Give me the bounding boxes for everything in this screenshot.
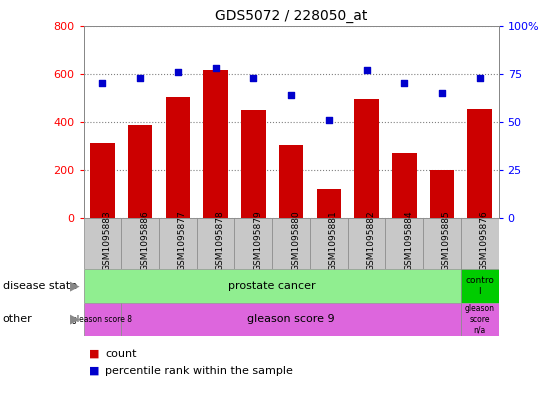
Point bbox=[362, 67, 371, 73]
Text: GSM1095885: GSM1095885 bbox=[442, 211, 451, 272]
Point bbox=[136, 74, 144, 81]
Text: gleason
score
n/a: gleason score n/a bbox=[465, 305, 495, 334]
Bar bbox=[234, 218, 272, 269]
Bar bbox=[279, 145, 303, 218]
Point bbox=[475, 74, 484, 81]
Text: other: other bbox=[3, 314, 32, 324]
Text: GSM1095876: GSM1095876 bbox=[480, 211, 489, 272]
Text: disease state: disease state bbox=[3, 281, 77, 291]
Bar bbox=[197, 218, 234, 269]
Text: ▶: ▶ bbox=[70, 279, 80, 292]
Text: ▶: ▶ bbox=[70, 313, 80, 326]
Point bbox=[174, 69, 182, 75]
Bar bbox=[203, 70, 228, 218]
Text: GSM1095878: GSM1095878 bbox=[216, 211, 225, 272]
Bar bbox=[348, 218, 385, 269]
Bar bbox=[121, 303, 461, 336]
Bar bbox=[467, 108, 492, 218]
Bar bbox=[84, 218, 121, 269]
Text: contro
l: contro l bbox=[465, 276, 494, 296]
Bar bbox=[90, 143, 115, 218]
Bar bbox=[461, 269, 499, 303]
Bar bbox=[461, 218, 499, 269]
Text: ■: ■ bbox=[89, 349, 99, 359]
Bar bbox=[241, 110, 266, 218]
Point bbox=[249, 74, 258, 81]
Text: GSM1095884: GSM1095884 bbox=[404, 211, 413, 272]
Point bbox=[438, 90, 446, 96]
Bar bbox=[310, 218, 348, 269]
Title: GDS5072 / 228050_at: GDS5072 / 228050_at bbox=[215, 9, 367, 23]
Text: gleason score 9: gleason score 9 bbox=[247, 314, 335, 324]
Bar bbox=[84, 303, 121, 336]
Text: ■: ■ bbox=[89, 365, 99, 376]
Bar bbox=[354, 99, 379, 218]
Bar bbox=[316, 189, 341, 218]
Text: percentile rank within the sample: percentile rank within the sample bbox=[105, 365, 293, 376]
Point bbox=[211, 65, 220, 71]
Bar bbox=[461, 303, 499, 336]
Text: GSM1095880: GSM1095880 bbox=[291, 211, 300, 272]
Bar bbox=[392, 153, 417, 218]
Bar bbox=[430, 170, 454, 218]
Text: GSM1095881: GSM1095881 bbox=[329, 211, 338, 272]
Bar bbox=[165, 97, 190, 218]
Text: GSM1095886: GSM1095886 bbox=[140, 211, 149, 272]
Point bbox=[98, 80, 107, 86]
Point bbox=[400, 80, 409, 86]
Bar bbox=[385, 218, 423, 269]
Text: gleason score 8: gleason score 8 bbox=[72, 315, 133, 324]
Text: count: count bbox=[105, 349, 136, 359]
Bar bbox=[121, 218, 159, 269]
Bar bbox=[159, 218, 197, 269]
Text: GSM1095879: GSM1095879 bbox=[253, 211, 262, 272]
Point bbox=[324, 117, 333, 123]
Text: prostate cancer: prostate cancer bbox=[229, 281, 316, 291]
Point bbox=[287, 92, 295, 98]
Bar bbox=[272, 218, 310, 269]
Text: GSM1095882: GSM1095882 bbox=[367, 211, 376, 272]
Bar bbox=[423, 218, 461, 269]
Bar bbox=[128, 125, 153, 218]
Text: GSM1095883: GSM1095883 bbox=[102, 211, 112, 272]
Text: GSM1095877: GSM1095877 bbox=[178, 211, 187, 272]
